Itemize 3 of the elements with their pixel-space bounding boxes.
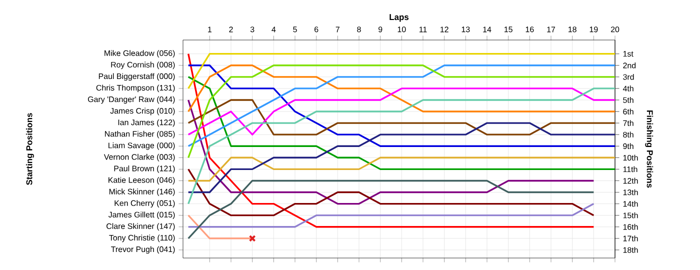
text: Starting Positions bbox=[26, 113, 34, 185]
y2-axis-title: Finishing Positions bbox=[645, 110, 654, 188]
x-axis-title: Laps bbox=[390, 14, 409, 22]
